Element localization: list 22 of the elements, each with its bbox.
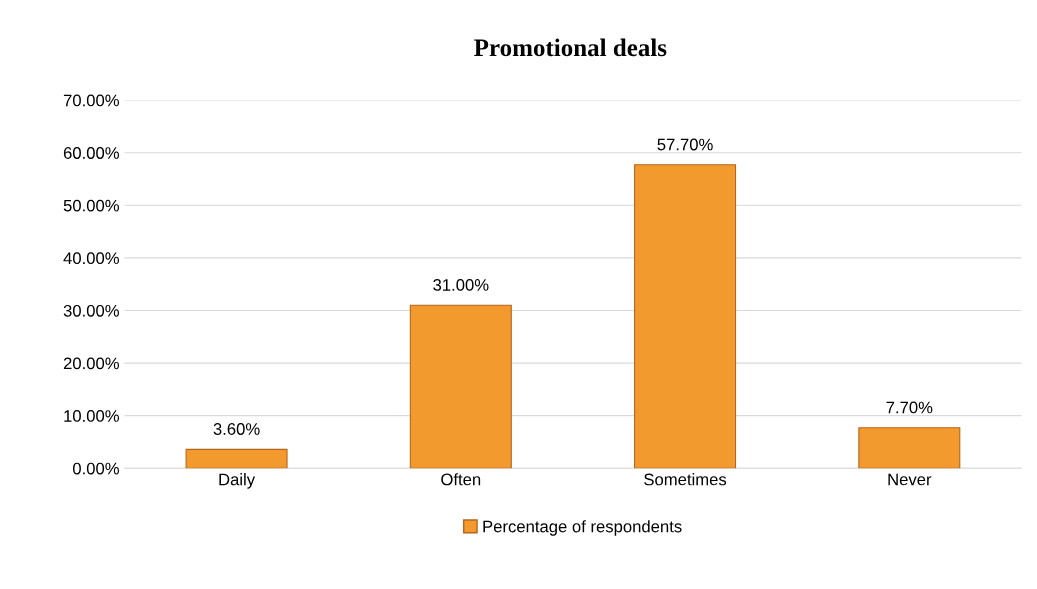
y-tick-label: 10.00% <box>64 410 119 422</box>
bar <box>409 304 512 469</box>
x-tick-label: Sometimes <box>644 473 727 486</box>
y-tick-label: 60.00% <box>63 147 119 159</box>
y-tick-label: 0.00% <box>72 462 119 475</box>
y-tick-label: 30.00% <box>63 304 119 317</box>
x-tick-label: Daily <box>219 473 256 489</box>
data-label: 3.60% <box>213 423 260 435</box>
chart-title: Promotional deals <box>474 38 667 57</box>
bar <box>634 164 737 469</box>
bar <box>185 448 288 469</box>
y-tick-label: 50.00% <box>63 199 119 212</box>
data-label: 7.70% <box>886 401 933 414</box>
y-tick-label: 20.00% <box>63 357 119 370</box>
y-tick-label: 70.00% <box>63 94 119 107</box>
x-tick-label: Never <box>888 473 932 486</box>
y-tick-label: 40.00% <box>63 252 119 265</box>
data-label: 31.00% <box>433 279 489 291</box>
x-tick-label: Often <box>441 473 481 486</box>
bar <box>858 427 961 469</box>
legend-label: Percentage of respondents <box>483 520 682 536</box>
data-label: 57.70% <box>657 138 713 151</box>
